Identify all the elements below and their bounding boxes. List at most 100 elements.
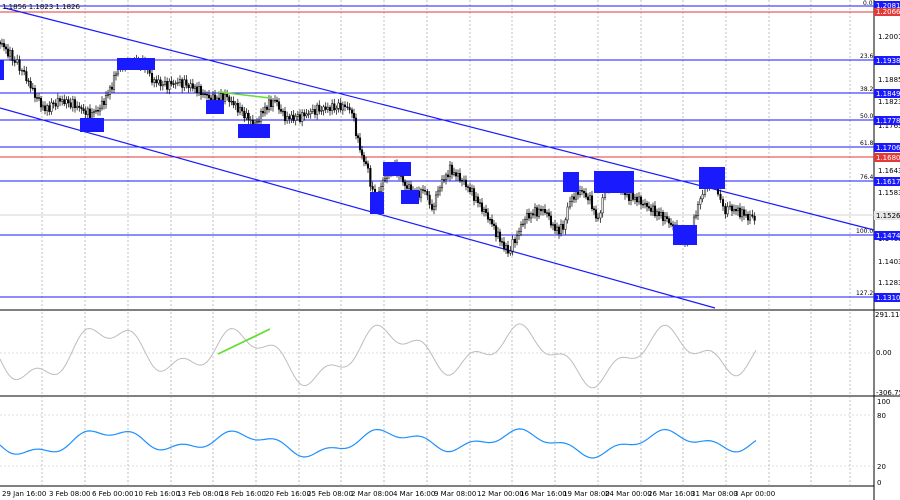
candle-body xyxy=(230,100,233,103)
fib-label-7: 76.4 xyxy=(860,174,874,181)
candle-body xyxy=(245,112,248,119)
marker-box xyxy=(80,118,104,132)
candle-body xyxy=(271,100,275,107)
candle-body xyxy=(732,208,736,212)
candle-body xyxy=(76,105,79,109)
descending-channel[interactable] xyxy=(0,7,875,309)
candle-body xyxy=(360,149,364,156)
candle-body xyxy=(635,196,639,203)
candle-body xyxy=(641,204,645,206)
candle-body xyxy=(456,173,460,177)
indicator2-axis: 100 80 20 0 xyxy=(877,398,890,487)
candle-body xyxy=(100,100,104,109)
candle-body xyxy=(335,108,338,111)
price-tick: 1.1283 xyxy=(878,279,900,287)
candle-body xyxy=(401,176,405,183)
time-label: 6 Feb 00:00 xyxy=(92,490,133,498)
candle-body xyxy=(29,81,32,89)
candle-body xyxy=(551,224,555,226)
candle-body xyxy=(86,108,89,115)
level-tag-text: 1.1849 xyxy=(876,90,900,98)
candle-body xyxy=(531,213,535,216)
time-grid xyxy=(41,0,851,486)
candle-body xyxy=(63,99,66,105)
candle-body xyxy=(362,154,366,162)
candle-body xyxy=(549,215,553,226)
candle-body xyxy=(561,224,565,230)
candle-body xyxy=(694,215,698,218)
candle-body xyxy=(288,116,291,120)
candle-body xyxy=(228,96,231,103)
candle-body xyxy=(601,197,604,214)
candle-body xyxy=(744,214,748,216)
candle-body xyxy=(48,105,51,112)
candle-body xyxy=(257,120,261,123)
candle-body xyxy=(559,224,563,235)
candle-body xyxy=(18,59,21,71)
candle-body xyxy=(502,241,506,250)
rsi-panel xyxy=(0,414,874,467)
candle-body xyxy=(243,110,246,119)
level-tag xyxy=(874,211,900,220)
candle-body xyxy=(168,81,171,90)
candle-body xyxy=(625,193,629,196)
price-tick: 1.1403 xyxy=(878,258,900,266)
candle-body xyxy=(261,111,265,114)
marker-box xyxy=(206,100,224,114)
candle-body xyxy=(84,110,87,115)
candle-body xyxy=(94,110,98,112)
rsi-tick: 0 xyxy=(877,479,881,487)
candle-body xyxy=(498,231,502,242)
candle-body xyxy=(442,179,446,181)
candle-body xyxy=(346,106,349,108)
level-tag-text: 1.1617 xyxy=(876,178,900,186)
candle-body xyxy=(366,163,370,169)
time-label: 4 Mar 16:00 xyxy=(393,490,435,498)
candle-body xyxy=(726,206,729,215)
candle-body xyxy=(436,190,440,196)
candle-body xyxy=(701,194,704,200)
candle-body xyxy=(519,224,523,232)
candle-body xyxy=(203,93,207,96)
candle-body xyxy=(56,98,59,107)
candle-body xyxy=(311,109,314,112)
candle-body xyxy=(67,99,70,104)
candle-body xyxy=(474,196,478,201)
candle-body xyxy=(166,81,169,90)
time-label: 31 Mar 08:00 xyxy=(691,490,738,498)
candle-body xyxy=(699,198,702,205)
candle-body xyxy=(588,195,592,201)
candle-body xyxy=(176,82,179,84)
candle-body xyxy=(748,214,752,221)
candle-body xyxy=(448,164,452,178)
candle-body xyxy=(33,87,37,98)
candle-body xyxy=(352,112,356,119)
candle-body xyxy=(478,202,482,204)
candle-body xyxy=(590,195,594,210)
time-label: 19 Mar 08:00 xyxy=(563,490,610,498)
candle-body xyxy=(172,83,175,85)
candle-body xyxy=(364,161,368,164)
candle-body xyxy=(430,204,434,210)
candle-body xyxy=(301,112,304,122)
channel-lower-line xyxy=(0,107,716,309)
candle-body xyxy=(273,99,277,102)
level-tag-text: 1.1680 xyxy=(876,154,900,162)
price-tick: 1.1583 xyxy=(878,189,900,197)
candle-body xyxy=(728,205,732,208)
candle-body xyxy=(309,110,312,115)
candle-body xyxy=(183,79,186,88)
time-label: 3 Feb 08:00 xyxy=(49,490,90,498)
time-label: 12 Mar 00:00 xyxy=(477,490,524,498)
fib-label-5: 61.8 xyxy=(860,140,874,147)
chart-background xyxy=(0,0,874,500)
candle-body xyxy=(189,83,192,89)
marker-box xyxy=(594,171,634,193)
candle-body xyxy=(185,79,188,86)
candle-body xyxy=(496,231,500,238)
candle-body xyxy=(452,172,456,175)
candle-body xyxy=(20,70,24,72)
time-label: 10 Feb 16:00 xyxy=(134,490,180,498)
